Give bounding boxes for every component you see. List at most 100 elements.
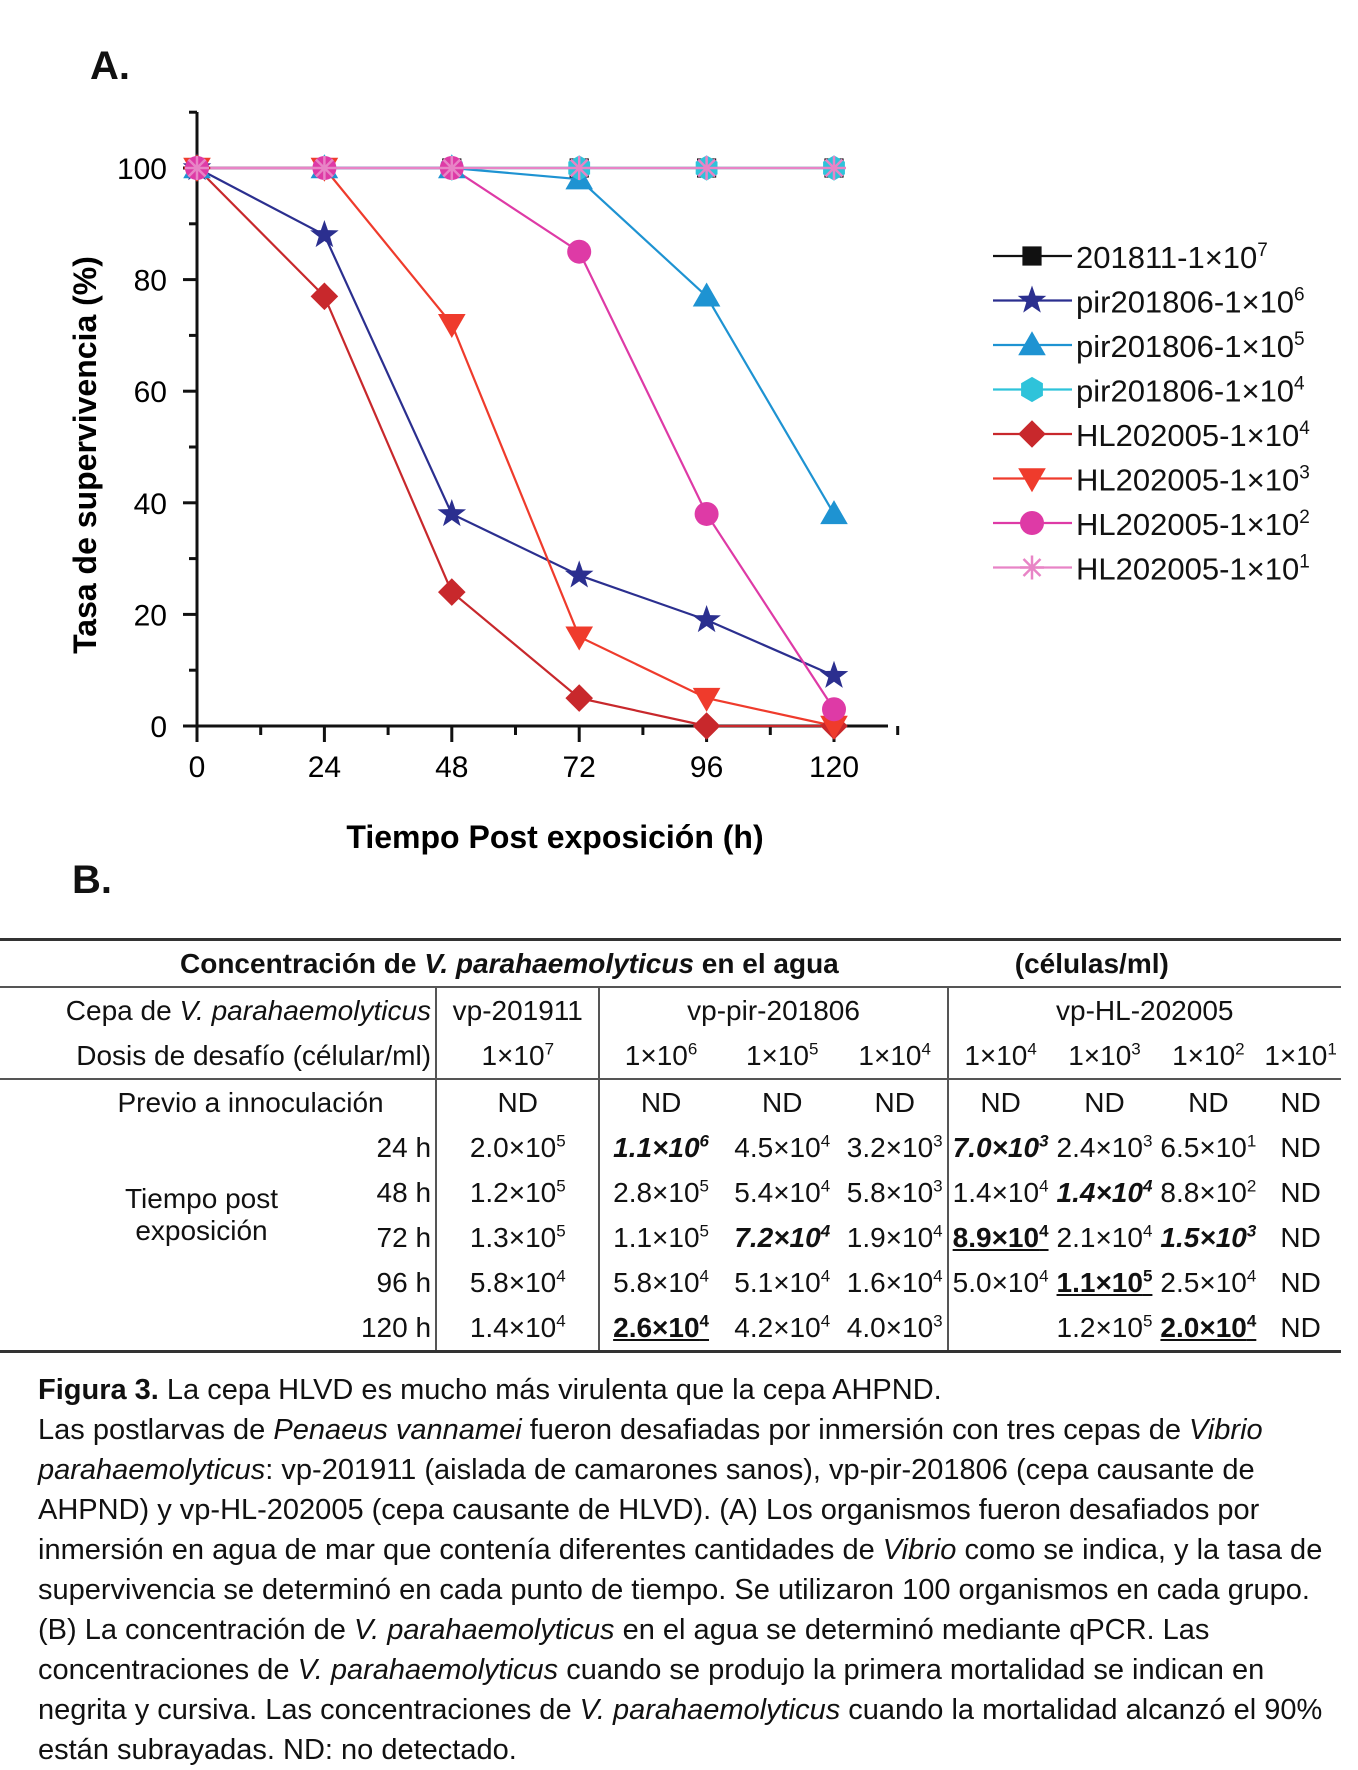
group-label-cell — [0, 1260, 327, 1305]
asterisk-stroke — [569, 158, 589, 178]
cell-exponent: 4 — [1142, 1221, 1153, 1241]
row-label: 48 h — [376, 1176, 432, 1208]
cell-value: 1.9×104 — [846, 1221, 943, 1253]
table-cell: 1.1×105 — [598, 1215, 722, 1260]
table-cell: ND — [1280, 1311, 1321, 1343]
legend-label-exp: 3 — [1299, 463, 1310, 484]
chart-legend: 201811-1×107pir201806-1×106pir201806-1×1… — [993, 240, 1310, 587]
caption-body: Las postlarvas de Penaeus vannamei fuero… — [38, 1410, 1338, 1770]
data-point — [692, 604, 721, 633]
x-tick-label: 24 — [308, 751, 341, 784]
data-point — [310, 282, 339, 311]
y-tick-label: 60 — [134, 376, 167, 409]
cell-exponent: 6 — [699, 1131, 710, 1151]
legend-label: pir201806-1×105 — [1076, 329, 1305, 364]
strain-label-species: V. parahaemolyticus — [179, 994, 432, 1026]
table-cell: 1.1×106 — [598, 1125, 722, 1170]
legend-label: pir201806-1×106 — [1076, 285, 1305, 320]
table-cell: 1.2×105 — [1053, 1305, 1157, 1352]
caption-italic: V. parahaemolyticus — [297, 1654, 559, 1686]
cell-value: 1.4×104 — [469, 1311, 566, 1343]
cell-exponent: 4 — [1027, 1039, 1037, 1059]
cell-value: 1.2×105 — [1056, 1311, 1153, 1343]
cell-exponent: 6 — [687, 1039, 698, 1059]
table-row: exposición 72 h 1.3×105 1.1×105 7.2×104 1.9×1… — [0, 1215, 1341, 1260]
table-cell: 7.0×103 — [946, 1125, 1053, 1170]
cell-value: 5.8×104 — [469, 1266, 566, 1298]
cell-exponent: 1 — [1246, 1131, 1257, 1151]
legend-marker — [1022, 246, 1042, 266]
cell-value: 5.4×104 — [734, 1176, 831, 1208]
table-cell: ND — [1280, 1086, 1321, 1118]
legend-marker — [1021, 376, 1043, 403]
data-point — [694, 501, 719, 526]
table-cell: 5.0×104 — [946, 1260, 1053, 1305]
table-cell: 4.5×104 — [722, 1125, 843, 1170]
cell-value: 4.2×104 — [734, 1311, 831, 1343]
asterisk-stroke — [315, 158, 334, 178]
dose-cell: 1×106 — [598, 1033, 722, 1079]
table-cell: 4.0×103 — [843, 1305, 948, 1352]
data-point — [564, 560, 594, 588]
cell-value: 4.0×103 — [846, 1311, 943, 1343]
legend-label-base: pir201806-1×10 — [1076, 329, 1294, 364]
caption-text: fueron desafiadas por inmersión con tres… — [521, 1414, 1190, 1446]
x-tick-label: 0 — [189, 751, 206, 784]
strain-3: vp-HL-202005 — [946, 987, 1341, 1033]
table-cell: 1.6×104 — [843, 1260, 948, 1305]
table-cell: ND — [1280, 1131, 1321, 1163]
table-title: Concentración de V. parahaemolyticus en … — [0, 940, 843, 988]
cell-exponent: 7 — [544, 1039, 555, 1059]
table-row: 120 h 1.4×104 2.6×104 4.2×104 4.0×103 1.2×105… — [0, 1305, 1341, 1352]
cell-value: 2.1×104 — [1056, 1221, 1153, 1253]
table-cell: 1.5×103 — [1156, 1215, 1260, 1260]
cell-exponent: 1 — [1327, 1039, 1337, 1059]
legend-label-base: HL202005-1×10 — [1076, 552, 1299, 587]
cell-value: 1.1×105 — [1056, 1266, 1153, 1298]
table-cell: 2.0×105 — [435, 1125, 600, 1170]
data-point — [694, 156, 719, 180]
cell-exponent: 5 — [556, 1221, 566, 1241]
y-tick-label: 40 — [134, 488, 167, 521]
data-point — [438, 314, 466, 339]
series-lines — [196, 166, 835, 728]
legend-label-base: HL202005-1×10 — [1076, 507, 1299, 542]
cell-exponent: 4 — [699, 1266, 710, 1286]
table-cell: 1.3×105 — [435, 1215, 600, 1260]
data-point — [567, 239, 592, 264]
cell-value: 2.4×103 — [1056, 1131, 1153, 1163]
cell-value: 7.2×104 — [734, 1221, 831, 1253]
legend-label: HL202005-1×103 — [1076, 463, 1310, 498]
series-line-2 — [196, 167, 835, 677]
y-tick-label: 0 — [150, 711, 167, 744]
cell-value: 1.1×105 — [613, 1221, 710, 1253]
panel-a-label: A. — [90, 44, 130, 88]
data-point — [565, 626, 593, 651]
asterisk-stroke — [697, 158, 716, 178]
table-cell: ND — [1280, 1266, 1321, 1298]
cell-value: 1×107 — [481, 1039, 555, 1071]
cell-value: 1×105 — [745, 1039, 819, 1071]
legend-marker — [1018, 331, 1046, 356]
table-cell — [946, 1305, 1053, 1352]
cell-value: 2.5×104 — [1160, 1266, 1257, 1298]
cell-exponent: 5 — [556, 1131, 566, 1151]
cell-exponent: 4 — [933, 1266, 943, 1286]
table-cell: ND — [435, 1079, 600, 1125]
table-cell: 5.8×104 — [598, 1260, 722, 1305]
table-cell: 6.5×101 — [1156, 1125, 1260, 1170]
cell-exponent: 5 — [556, 1176, 566, 1196]
legend-label-base: pir201806-1×10 — [1076, 285, 1294, 320]
cell-exponent: 4 — [933, 1221, 943, 1241]
cell-value: 5.1×104 — [734, 1266, 831, 1298]
cell-value: 1×103 — [1068, 1039, 1141, 1071]
dose-cell: 1×102 — [1156, 1033, 1260, 1079]
y-axis-label: Tasa de supervivencia (%) — [67, 256, 103, 654]
legend-marker — [1018, 420, 1046, 448]
asterisk-stroke — [187, 158, 207, 178]
caption-fig-label: Figura 3. — [38, 1374, 159, 1406]
cell-value: 1×101 — [1264, 1039, 1337, 1071]
cell-value: 7.0×103 — [952, 1131, 1049, 1163]
legend-label-base: 201811-1×10 — [1076, 240, 1257, 275]
table-cell: 1.4×104 — [435, 1305, 600, 1352]
